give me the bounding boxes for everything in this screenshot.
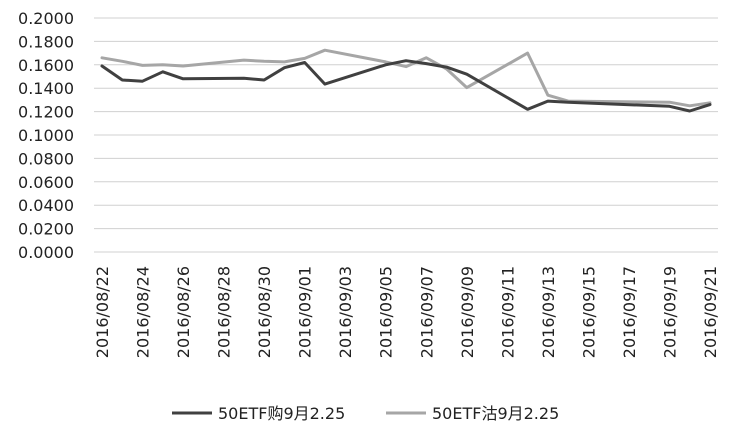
legend: 50ETF购9月2.25 50ETF沽9月2.25 — [172, 404, 559, 423]
x-tick-label: 2016/09/19 — [660, 266, 679, 358]
x-tick-label: 2016/09/09 — [458, 266, 477, 358]
x-tick-label: 2016/08/26 — [174, 266, 193, 358]
x-tick-label: 2016/09/03 — [336, 266, 355, 358]
y-tick-label: 0.0600 — [18, 173, 74, 192]
y-tick-label: 0.2000 — [18, 9, 74, 28]
y-tick-label: 0.1200 — [18, 103, 74, 122]
x-tick-label: 2016/09/21 — [701, 266, 720, 358]
x-tick-label: 2016/08/22 — [93, 266, 112, 358]
y-tick-label: 0.0400 — [18, 196, 74, 215]
x-tick-label: 2016/09/01 — [296, 266, 315, 358]
x-tick-label: 2016/09/17 — [620, 266, 639, 358]
x-axis: 2016/08/22 2016/08/24 2016/08/26 2016/08/28… — [93, 266, 720, 358]
series-line-1 — [100, 59, 712, 113]
y-tick-label: 0.1600 — [18, 56, 74, 75]
y-tick-label: 0.0200 — [18, 220, 74, 239]
y-tick-label: 0.1000 — [18, 126, 74, 145]
x-tick-label: 2016/09/07 — [417, 266, 436, 358]
series-lines — [100, 48, 712, 113]
x-tick-label: 2016/09/15 — [579, 266, 598, 358]
y-tick-label: 0.1400 — [18, 79, 74, 98]
x-tick-label: 2016/09/05 — [377, 266, 396, 358]
x-tick-label: 2016/09/13 — [539, 266, 558, 358]
gridlines — [94, 17, 718, 253]
y-tick-label: 0.0800 — [18, 149, 74, 168]
legend-label-series-2: 50ETF沽9月2.25 — [432, 404, 559, 423]
x-tick-label: 2016/09/11 — [498, 266, 517, 358]
x-tick-label: 2016/08/28 — [215, 266, 234, 358]
x-tick-label: 2016/08/24 — [134, 266, 153, 358]
y-tick-label: 0.0000 — [18, 243, 74, 262]
series-line-2 — [100, 48, 712, 108]
x-tick-label: 2016/08/30 — [255, 266, 274, 358]
legend-label-series-1: 50ETF购9月2.25 — [218, 404, 345, 423]
y-axis: 0.0000 0.0200 0.0400 0.0600 0.0800 0.1000 0.12… — [18, 9, 74, 262]
y-tick-label: 0.1800 — [18, 32, 74, 51]
